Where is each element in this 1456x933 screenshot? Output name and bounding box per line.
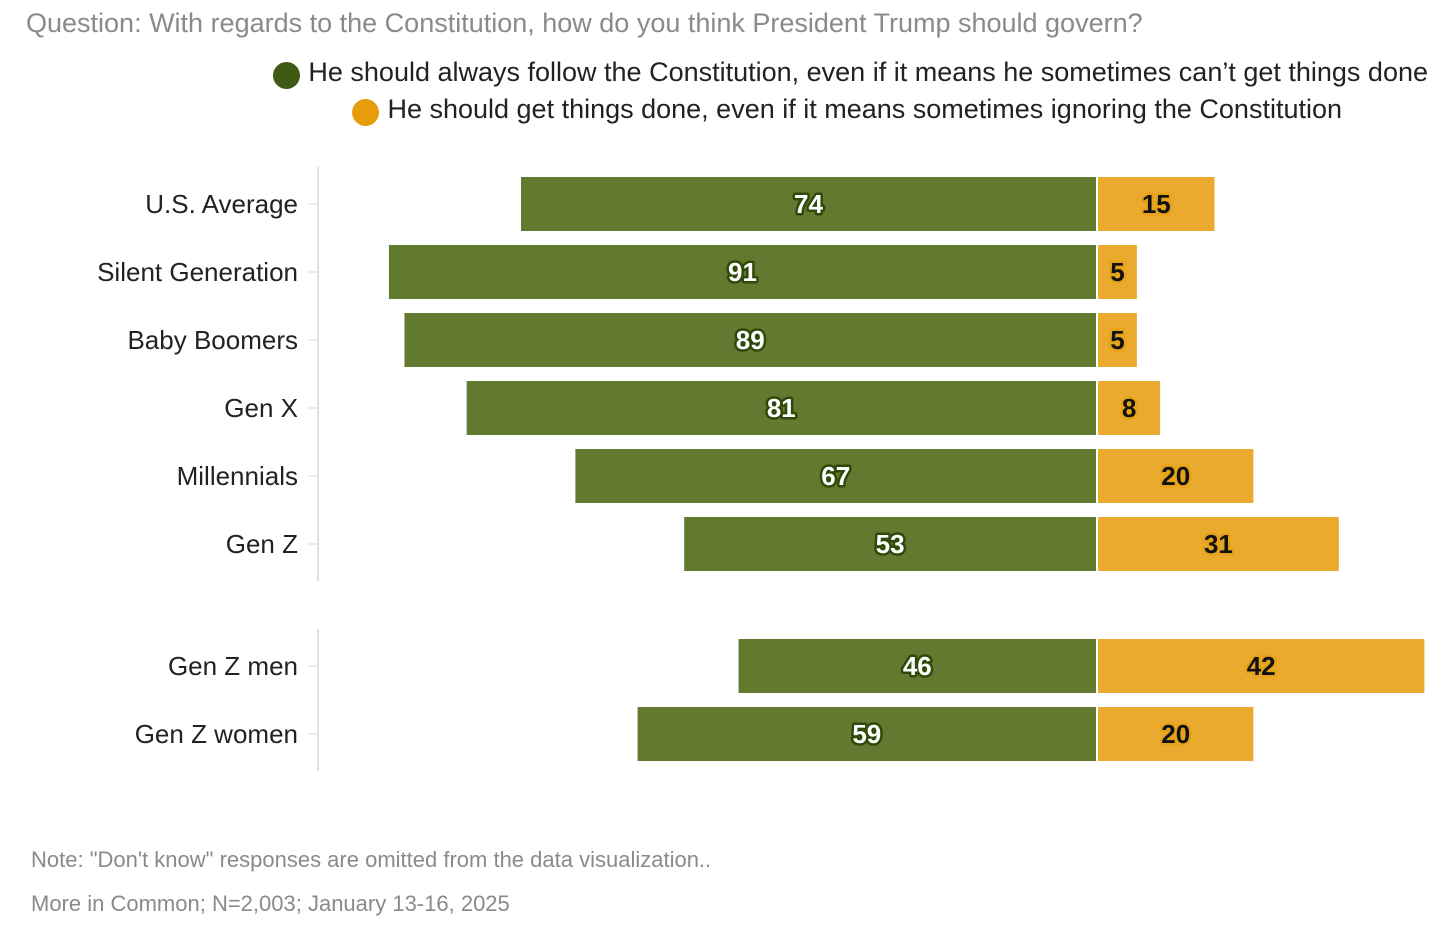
legend-dot-done <box>352 99 380 126</box>
chart-note: Note: "Don't know" responses are omitted… <box>31 847 712 872</box>
legend: He should always follow the Constitution… <box>273 54 1428 128</box>
bar-get-things-done <box>1098 707 1254 761</box>
legend-item-done: He should get things done, even if it me… <box>273 91 1342 128</box>
bar-get-things-done <box>1098 313 1137 367</box>
bar-get-things-done <box>1098 177 1215 231</box>
category-label: Gen Z men <box>168 651 298 681</box>
legend-label-follow: He should always follow the Constitution… <box>308 57 1428 87</box>
value-label-done: 15 <box>1142 189 1171 219</box>
bar-follow <box>637 707 1096 761</box>
bar-follow <box>388 245 1096 299</box>
chart-question: Question: With regards to the Constituti… <box>26 8 1143 38</box>
category-label: Baby Boomers <box>127 325 298 355</box>
value-label-follow: 81 <box>767 393 796 423</box>
value-label-follow: 74 <box>794 189 823 219</box>
bar-get-things-done <box>1098 639 1425 693</box>
legend-label-done: He should get things done, even if it me… <box>387 94 1342 124</box>
bar-get-things-done <box>1098 381 1161 435</box>
value-label-done: 31 <box>1204 529 1233 559</box>
category-label: Gen Z women <box>135 719 298 749</box>
category-label: Gen Z <box>226 529 298 559</box>
value-label-done: 5 <box>1110 325 1124 355</box>
bar-get-things-done <box>1098 517 1339 571</box>
bar-get-things-done <box>1098 449 1254 503</box>
bar-follow <box>521 177 1096 231</box>
category-label: Gen X <box>224 393 298 423</box>
value-label-done: 8 <box>1122 393 1136 423</box>
legend-dot-follow <box>273 62 301 89</box>
value-label-follow: 91 <box>728 257 757 287</box>
value-label-done: 20 <box>1161 719 1190 749</box>
value-label-follow: 46 <box>903 651 932 681</box>
bar-follow <box>684 517 1096 571</box>
category-label: U.S. Average <box>145 189 298 219</box>
value-label-follow: 67 <box>821 461 850 491</box>
bar-follow <box>738 639 1096 693</box>
value-label-done: 20 <box>1161 461 1190 491</box>
value-label-done: 5 <box>1110 257 1124 287</box>
category-label: Millennials <box>177 461 298 491</box>
chart-source: More in Common; N=2,003; January 13-16, … <box>31 891 510 916</box>
value-label-done: 42 <box>1247 651 1276 681</box>
bar-follow <box>404 313 1097 367</box>
bar-follow <box>466 381 1096 435</box>
category-label: Silent Generation <box>97 257 298 287</box>
value-label-follow: 53 <box>876 529 905 559</box>
bar-follow <box>575 449 1096 503</box>
value-label-follow: 89 <box>736 325 765 355</box>
bar-get-things-done <box>1098 245 1137 299</box>
diverging-bar-chart: U.S. Average 74 15 Silent Generation 91 5 Baby… <box>97 167 1425 771</box>
legend-item-follow: He should always follow the Constitution… <box>273 54 1428 91</box>
value-label-follow: 59 <box>852 719 881 749</box>
